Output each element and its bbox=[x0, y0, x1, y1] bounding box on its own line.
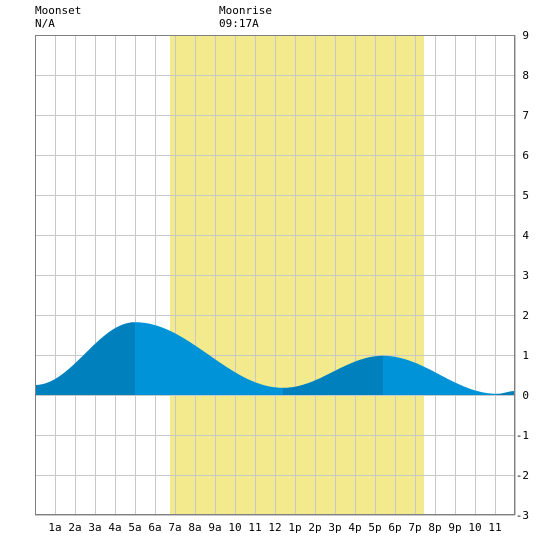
x-tick-label: 9p bbox=[448, 521, 461, 534]
x-tick-label: 4a bbox=[108, 521, 121, 534]
y-tick-label: 4 bbox=[522, 229, 529, 242]
x-tick-label: 2a bbox=[68, 521, 81, 534]
x-tick-label: 10 bbox=[228, 521, 241, 534]
x-tick-label: 11 bbox=[488, 521, 501, 534]
tide-rising bbox=[283, 355, 383, 395]
axes bbox=[35, 35, 515, 515]
x-tick-label: 10 bbox=[468, 521, 481, 534]
y-tick-label: 7 bbox=[522, 109, 529, 122]
x-tick-labels: 1a 2a 3a 4a 5a 6a 7a 8a 9a 10 11 12 1p 2p 3p 4p 5p 6p 7p 8p… bbox=[48, 521, 501, 534]
moonrise-time: 09:17A bbox=[219, 17, 259, 30]
x-tick-label: 7p bbox=[408, 521, 421, 534]
x-tick-label: 3p bbox=[328, 521, 341, 534]
tide-falling bbox=[135, 322, 283, 395]
moonset-label: Moonset bbox=[35, 4, 82, 17]
y-tick-label: 1 bbox=[522, 349, 529, 362]
y-tick-labels: -3 -2 -1 0 1 2 3 4 5 6 7 8 9 bbox=[516, 29, 530, 522]
x-tick-label: 1a bbox=[48, 521, 61, 534]
x-tick-label: 8a bbox=[188, 521, 201, 534]
x-tick-label: 12 bbox=[268, 521, 281, 534]
x-tick-label: 9a bbox=[208, 521, 221, 534]
x-tick-label: 6p bbox=[388, 521, 401, 534]
x-tick-label: 4p bbox=[348, 521, 361, 534]
y-tick-label: 0 bbox=[522, 389, 529, 402]
tide-falling bbox=[383, 355, 497, 395]
tide-rising bbox=[35, 322, 135, 395]
x-tick-label: 5p bbox=[368, 521, 381, 534]
x-tick-label: 7a bbox=[168, 521, 181, 534]
moonrise-label: Moonrise bbox=[219, 4, 272, 17]
x-tick-label: 8p bbox=[428, 521, 441, 534]
y-tick-label: -1 bbox=[516, 429, 529, 442]
y-tick-label: 6 bbox=[522, 149, 529, 162]
y-tick-label: -3 bbox=[516, 509, 529, 522]
y-tick-label: 2 bbox=[522, 309, 529, 322]
x-tick-label: 1p bbox=[288, 521, 301, 534]
tide-area bbox=[35, 322, 515, 395]
x-tick-label: 6a bbox=[148, 521, 161, 534]
y-tick-label: 8 bbox=[522, 69, 529, 82]
x-tick-label: 11 bbox=[248, 521, 261, 534]
y-tick-label: 5 bbox=[522, 189, 529, 202]
tide-rising bbox=[497, 391, 515, 395]
x-tick-label: 5a bbox=[128, 521, 141, 534]
grid-lines bbox=[35, 35, 516, 516]
y-tick-label: -2 bbox=[516, 469, 529, 482]
x-tick-label: 2p bbox=[308, 521, 321, 534]
x-tick-label: 3a bbox=[88, 521, 101, 534]
y-tick-label: 3 bbox=[522, 269, 529, 282]
y-tick-label: 9 bbox=[522, 29, 529, 42]
plot-border bbox=[35, 35, 515, 515]
moonset-time: N/A bbox=[35, 17, 55, 30]
